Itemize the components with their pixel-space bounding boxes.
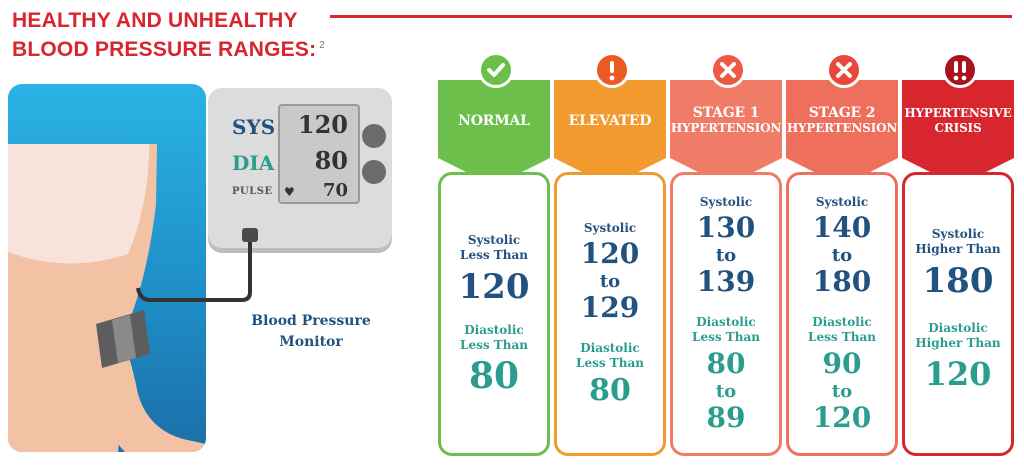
footnote-marker: 2 <box>319 40 326 51</box>
sys-label: SYS <box>232 115 276 139</box>
card-elevated: Systolic 120 to 129 Diastolic Less Than … <box>554 172 666 456</box>
title-line-1: HEALTHY AND UNHEALTHY <box>12 9 298 32</box>
systolic-value: 180 <box>922 261 994 301</box>
check-icon <box>478 52 514 88</box>
systolic-value: 120 <box>458 267 530 307</box>
monitor-screen <box>278 104 360 204</box>
diastolic-value: 80 <box>589 373 631 408</box>
pulse-label: PULSE <box>232 186 273 197</box>
card-normal: Systolic Less Than 120 Diastolic Less Th… <box>438 172 550 456</box>
category-name-elevated: ELEVATED <box>568 112 652 129</box>
systolic-to: to <box>715 245 737 266</box>
hose-port <box>242 228 258 242</box>
illustration-panel <box>8 84 206 452</box>
x-icon <box>710 52 746 88</box>
banner-stage-1: STAGE 1 HYPERTENSION <box>670 80 782 186</box>
arm-illustration <box>8 144 206 452</box>
sys-reading: 120 <box>297 110 348 139</box>
diastolic-label: Diastolic <box>464 323 524 337</box>
card-hypertensive-crisis: Systolic Higher Than 180 Diastolic Highe… <box>902 172 1014 456</box>
diastolic-value: 80 <box>468 355 520 397</box>
double-exclamation-icon <box>942 52 978 88</box>
diastolic-qualifier: Less Than <box>460 338 528 352</box>
banner-elevated: ELEVATED <box>554 80 666 186</box>
systolic-label: Systolic <box>467 233 521 247</box>
dia-label: DIA <box>232 151 275 175</box>
diastolic-to: to <box>715 381 737 402</box>
category-name-normal: NORMAL <box>458 112 530 129</box>
diastolic-label: Diastolic <box>928 321 988 335</box>
systolic-from: 140 <box>812 211 872 244</box>
exclamation-icon <box>594 52 630 88</box>
systolic-until: 139 <box>696 265 756 298</box>
systolic-from: 120 <box>580 237 640 270</box>
category-name-stage-2-line-1: STAGE 2 <box>808 105 876 121</box>
title-line-2-text: BLOOD PRESSURE RANGES: <box>12 38 317 61</box>
diastolic-until: 120 <box>812 401 872 434</box>
systolic-qualifier: Less Than <box>460 248 528 262</box>
systolic-to: to <box>599 271 621 292</box>
pulse-reading: 70 <box>322 180 348 201</box>
systolic-label: Systolic <box>931 227 985 241</box>
banner-stage-2: STAGE 2 HYPERTENSION <box>786 80 898 186</box>
monitor-button-bottom <box>362 160 386 184</box>
monitor-button-top <box>362 124 386 148</box>
heart-icon: ♥ <box>284 185 295 199</box>
bp-monitor-device: SYS DIA PULSE 120 80 ♥ 70 <box>208 88 392 248</box>
diastolic-label: Diastolic <box>696 315 756 329</box>
systolic-label: Systolic <box>583 221 637 235</box>
systolic-from: 130 <box>696 211 756 244</box>
diastolic-qualifier: Higher Than <box>915 336 1001 350</box>
category-name-crisis-line-1: HYPERTENSIVE <box>904 106 1012 120</box>
diastolic-label: Diastolic <box>580 341 640 355</box>
card-stage-1: Systolic 130 to 139 Diastolic Less Than … <box>670 172 782 456</box>
diastolic-until: 89 <box>706 401 746 434</box>
diastolic-qualifier: Less Than <box>808 330 876 344</box>
card-stage-2: Systolic 140 to 180 Diastolic Less Than … <box>786 172 898 456</box>
systolic-until: 180 <box>812 265 872 298</box>
systolic-label: Systolic <box>815 195 869 209</box>
title-rule <box>330 15 1012 18</box>
category-name-crisis-line-2: CRISIS <box>934 121 982 135</box>
diastolic-to: to <box>831 381 853 402</box>
systolic-until: 129 <box>580 291 640 324</box>
category-name-stage-1-line-2: HYPERTENSION <box>670 121 782 135</box>
diastolic-qualifier: Less Than <box>576 356 644 370</box>
page-title: HEALTHY AND UNHEALTHY BLOOD PRESSURE RAN… <box>12 8 325 62</box>
diastolic-from: 90 <box>822 347 862 380</box>
systolic-qualifier: Higher Than <box>915 242 1001 256</box>
monitor-caption-line-2: Monitor <box>279 334 343 350</box>
diastolic-label: Diastolic <box>812 315 872 329</box>
category-name-stage-1-line-1: STAGE 1 <box>692 105 760 121</box>
cuff-hose <box>136 242 252 302</box>
diastolic-qualifier: Less Than <box>692 330 760 344</box>
title-line-2: BLOOD PRESSURE RANGES: 2 <box>12 33 325 62</box>
banner-normal: NORMAL <box>438 80 550 186</box>
x-icon <box>826 52 862 88</box>
banner-hypertensive-crisis: HYPERTENSIVE CRISIS <box>902 80 1014 186</box>
dia-reading: 80 <box>314 146 348 175</box>
systolic-label: Systolic <box>699 195 753 209</box>
category-name-stage-2-line-2: HYPERTENSION <box>786 121 898 135</box>
monitor-caption: Blood Pressure Monitor <box>236 311 386 353</box>
diastolic-from: 80 <box>706 347 746 380</box>
systolic-to: to <box>831 245 853 266</box>
diastolic-value: 120 <box>924 355 992 393</box>
monitor-caption-line-1: Blood Pressure <box>251 313 371 329</box>
